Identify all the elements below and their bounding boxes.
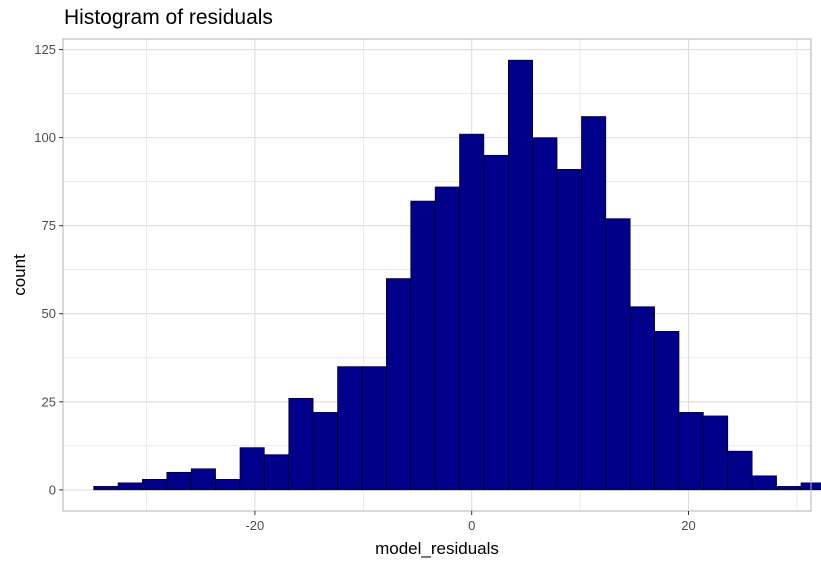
histogram-bar [166, 471, 192, 491]
histogram-bar [386, 278, 412, 491]
y-tick-label: 50 [42, 306, 56, 321]
y-tick-label: 25 [42, 394, 56, 409]
histogram-bar [776, 486, 802, 491]
histogram-bar [556, 169, 582, 491]
x-axis-title: model_residuals [375, 539, 499, 558]
histogram-bar [93, 486, 119, 491]
y-axis-title: count [10, 254, 29, 296]
histogram-bar [337, 366, 363, 491]
histogram-bar [703, 415, 729, 491]
histogram-bar [483, 154, 509, 491]
chart-title: Histogram of residuals [64, 6, 273, 29]
histogram-bar [654, 331, 680, 491]
histogram-bar [215, 478, 241, 491]
histogram-bar [678, 412, 704, 491]
histogram-bar [117, 482, 143, 491]
histogram-bar [751, 475, 777, 491]
y-tick-label: 100 [34, 130, 56, 145]
histogram-bar [190, 468, 216, 491]
x-tick-label: -20 [245, 518, 264, 533]
x-tick-labels: -20 0 20 [245, 511, 696, 533]
histogram-bar [507, 59, 533, 491]
histogram-bars [93, 59, 821, 491]
histogram-bar [581, 116, 607, 491]
histogram-bar [605, 218, 631, 491]
histogram-bar [239, 447, 265, 491]
histogram-bar [459, 133, 485, 491]
histogram-bar [312, 412, 338, 491]
histogram-bar [361, 366, 387, 491]
histogram-bar [532, 137, 558, 491]
histogram-bar [288, 397, 314, 491]
y-tick-labels: 0 25 50 75 100 125 [34, 42, 63, 497]
histogram-bar [727, 450, 753, 491]
y-tick-label: 75 [42, 218, 56, 233]
y-tick-label: 125 [34, 42, 56, 57]
histogram-bar [410, 200, 436, 491]
x-tick-label: 20 [681, 518, 695, 533]
histogram-bar [629, 306, 655, 491]
x-tick-label: 0 [468, 518, 475, 533]
histogram-bar [434, 186, 460, 491]
histogram-bar [264, 454, 290, 491]
histogram-bar [142, 478, 168, 491]
y-tick-label: 0 [49, 482, 56, 497]
panel-border [62, 38, 812, 512]
